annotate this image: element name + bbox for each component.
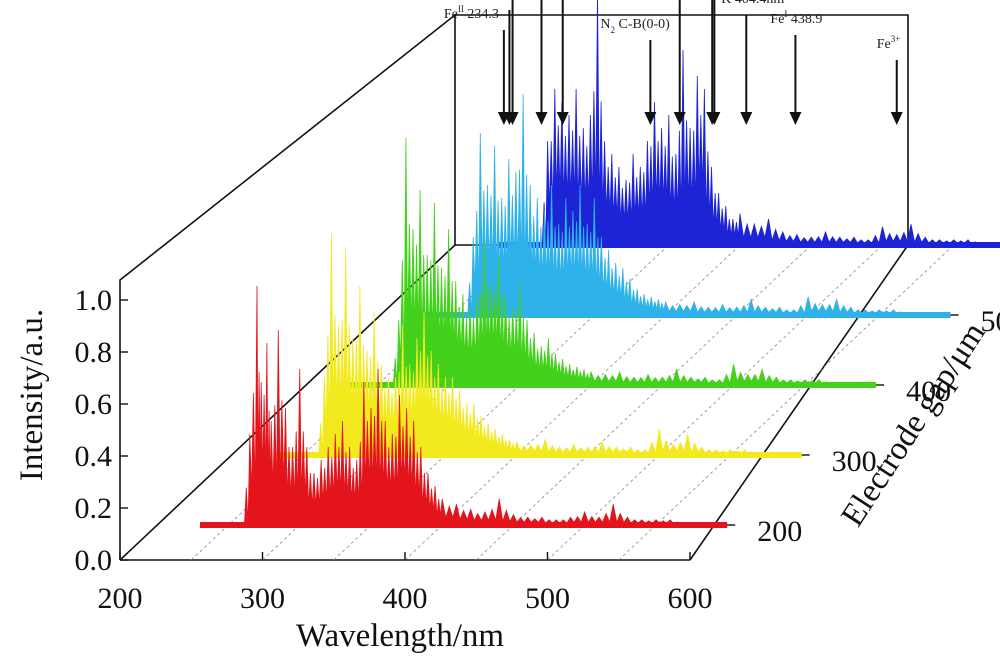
z-axis-title: Electrode gap/μm xyxy=(835,316,993,533)
annotation-2: FeII 240.4) xyxy=(506,0,519,125)
spectrum-area xyxy=(274,233,802,456)
annotation-5: N2 C-B(0-0) xyxy=(600,17,670,125)
annotation-label: FeII 234.3 xyxy=(444,4,499,22)
left-wall-frame xyxy=(119,13,456,560)
x-axis-ticks: 200 300 400 500 600 xyxy=(98,552,713,615)
y-axis-ticks: 0.0 0.2 0.4 0.6 0.8 1.0 xyxy=(75,284,128,577)
floor-right-edge xyxy=(689,244,909,561)
x-axis-title: Wavelength/nm xyxy=(296,618,504,654)
spectra-series-group xyxy=(199,0,1000,528)
spectrum-baseline xyxy=(497,242,1000,248)
annotation-arrow-head xyxy=(708,112,721,125)
y-tick-label: 0.2 xyxy=(75,492,113,525)
annotation-3: FeII 260.7 xyxy=(535,0,548,125)
annotation-value: C-B(0-0) xyxy=(615,17,670,32)
z-tick-label: 400 xyxy=(906,375,951,408)
floor-grid-line xyxy=(618,244,955,561)
series-gap-400 xyxy=(348,137,877,388)
spectrum-area xyxy=(200,285,728,526)
z-tick-label: 500 xyxy=(981,305,1000,338)
y-tick-label: 0.6 xyxy=(75,388,113,421)
annotation-6: N2 C-B(0-1) xyxy=(673,0,686,125)
annotation-superscript: I xyxy=(784,9,787,19)
annotation-value: 234.3 xyxy=(464,7,499,22)
series-gap-600 xyxy=(497,0,1000,248)
spectrum-area xyxy=(423,93,951,316)
y-tick-label: 0.8 xyxy=(75,336,113,369)
floor-grid-line xyxy=(475,244,812,561)
annotation-arrow-head xyxy=(789,112,802,125)
annotation-species: Fe xyxy=(877,37,891,52)
z-tick-label: 200 xyxy=(757,515,802,548)
annotation-arrow-head xyxy=(890,112,903,125)
annotation-9: K 404.4nm xyxy=(721,0,784,125)
z-tick-label: 300 xyxy=(832,445,877,478)
annotation-value: 238.2 xyxy=(474,0,509,2)
spectrum-area xyxy=(348,137,877,386)
annotation-label: K 404.4nm xyxy=(721,0,784,7)
spectrum-baseline xyxy=(423,312,951,318)
annotation-species: Fe xyxy=(457,0,471,2)
annotation-11: Fe3+ xyxy=(877,34,903,125)
floor-grid-line xyxy=(404,244,741,561)
x-tick-label: 400 xyxy=(383,582,428,615)
annotation-species: Fe xyxy=(444,7,458,22)
y-tick-label: 0.0 xyxy=(75,544,113,577)
annotation-arrow-head xyxy=(673,112,686,125)
annotation-4: FeII 275.6 xyxy=(556,0,569,125)
series-gap-300 xyxy=(274,233,802,458)
annotation-subscript: 2 xyxy=(610,25,615,35)
annotation-arrow-head xyxy=(644,112,657,125)
peak-annotations: FeII 234.3FeI 238.2FeII 240.4)FeII 260.7… xyxy=(444,0,903,125)
floor-left-edge xyxy=(119,244,456,561)
annotation-label: N2 C-B(0-0) xyxy=(600,17,670,35)
annotation-value: 438.9 xyxy=(787,12,822,27)
series-gap-500 xyxy=(423,93,951,318)
spectrum-area xyxy=(497,0,1000,246)
annotation-species: N xyxy=(600,17,610,32)
x-tick-label: 600 xyxy=(668,582,713,615)
annotation-superscript: II xyxy=(458,4,464,14)
y-axis-title: Intensity/a.u. xyxy=(14,309,50,481)
series-gap-200 xyxy=(199,285,728,528)
annotation-0: FeII 234.3 xyxy=(444,4,510,125)
spectrum-baseline xyxy=(348,382,877,388)
annotation-superscript: 3+ xyxy=(891,34,901,44)
annotation-value: 404.4nm xyxy=(731,0,784,7)
floor-grid-line xyxy=(333,244,670,561)
annotation-label: FeI 438.9 xyxy=(770,9,822,27)
annotation-arrow-head xyxy=(535,112,548,125)
spectrum-baseline xyxy=(274,452,802,458)
x-tick-label: 300 xyxy=(240,582,285,615)
annotation-label: Fe3+ xyxy=(877,34,901,52)
annotation-label: FeI 238.2 xyxy=(457,0,509,2)
x-tick-label: 500 xyxy=(525,582,570,615)
annotation-8: N2 C-B(3-0) xyxy=(708,0,721,125)
annotation-arrow-head xyxy=(556,112,569,125)
spectrum-baseline xyxy=(199,522,728,528)
annotation-species: Fe xyxy=(770,12,784,27)
annotation-10: FeI 438.9 xyxy=(770,9,822,125)
annotation-species: K xyxy=(721,0,731,7)
back-wall-frame xyxy=(455,14,909,245)
annotation-arrow-head xyxy=(740,112,753,125)
y-tick-label: 0.4 xyxy=(75,440,113,473)
floor-grid-line xyxy=(547,244,883,561)
y-tick-label: 1.0 xyxy=(75,284,113,317)
annotation-arrow-head xyxy=(506,112,519,125)
x-tick-label: 200 xyxy=(98,582,143,615)
